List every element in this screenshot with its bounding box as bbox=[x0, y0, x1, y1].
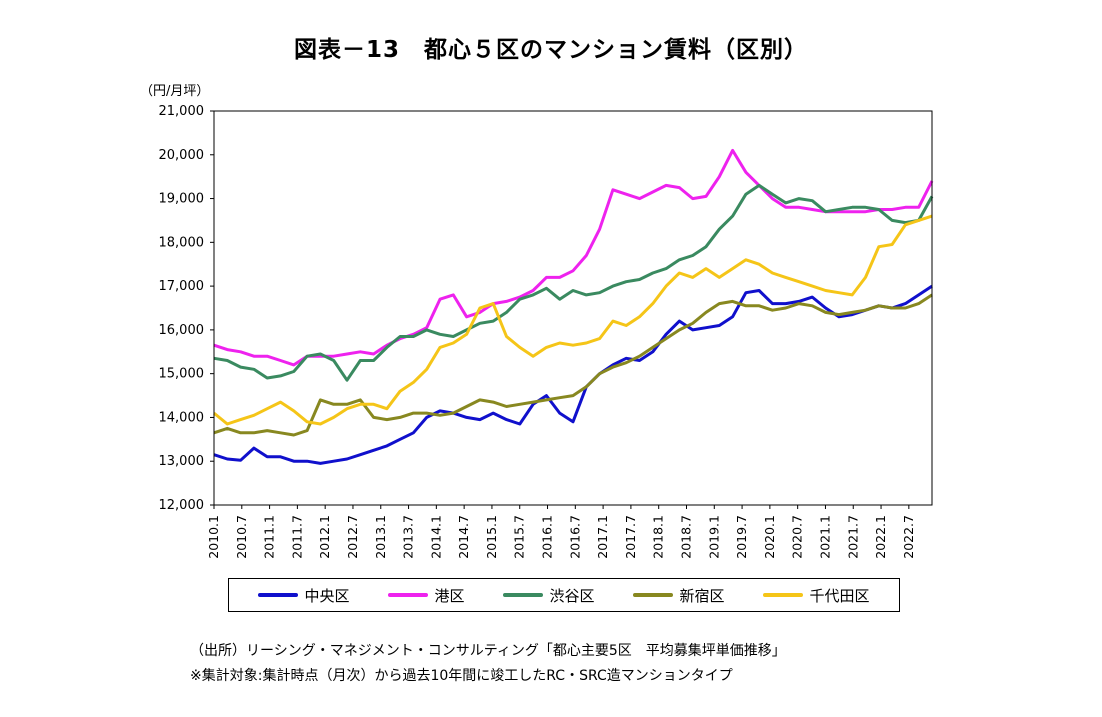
x-tick-label: 2018.1 bbox=[651, 515, 666, 559]
y-axis-unit-label: （円/月坪） bbox=[140, 84, 210, 99]
x-tick-label: 2014.7 bbox=[456, 515, 471, 559]
scope-note: ※集計対象:集計時点（月次）から過去10年間に竣工したRC・SRC造マンションタ… bbox=[190, 668, 733, 684]
y-tick-label: 14,000 bbox=[159, 410, 205, 425]
legend-label-shibuya: 渋谷区 bbox=[549, 586, 595, 605]
y-tick-label: 19,000 bbox=[159, 192, 205, 207]
legend-swatch-shinjuku bbox=[633, 593, 674, 597]
x-tick-label: 2019.1 bbox=[706, 515, 721, 559]
y-tick-label: 21,000 bbox=[159, 104, 205, 119]
legend-item-chiyoda: 千代田区 bbox=[763, 585, 870, 606]
x-tick-label: 2013.7 bbox=[401, 515, 416, 559]
y-axis-ticks: 12,000 13,000 14,000 15,000 16,000 17,000 18,0… bbox=[159, 104, 214, 513]
y-tick-label: 17,000 bbox=[159, 279, 205, 294]
x-tick-label: 2014.1 bbox=[428, 515, 443, 559]
legend-item-minato: 港区 bbox=[388, 585, 465, 606]
series-line-minato bbox=[213, 148, 934, 367]
x-tick-label: 2021.7 bbox=[845, 515, 860, 559]
x-tick-label: 2022.1 bbox=[873, 515, 888, 559]
legend-swatch-chiyoda bbox=[763, 593, 804, 597]
series-line-chiyoda bbox=[213, 214, 933, 426]
x-tick-label: 2010.7 bbox=[234, 515, 249, 559]
x-tick-label: 2019.7 bbox=[734, 515, 749, 559]
y-tick-label: 16,000 bbox=[159, 323, 205, 338]
x-tick-label: 2021.1 bbox=[817, 515, 832, 559]
legend-swatch-shibuya bbox=[503, 593, 544, 597]
series-line-chuo bbox=[213, 284, 933, 465]
y-tick-label: 18,000 bbox=[159, 235, 205, 250]
source-note: （出所）リーシング・マネジメント・コンサルティング「都心主要5区 平均募集坪単価… bbox=[190, 643, 786, 659]
y-tick-label: 13,000 bbox=[159, 454, 205, 469]
y-tick-label: 20,000 bbox=[159, 148, 205, 163]
x-tick-label: 2020.1 bbox=[762, 515, 777, 559]
x-tick-label: 2016.1 bbox=[540, 515, 555, 559]
x-tick-label: 2020.7 bbox=[790, 515, 805, 559]
x-tick-label: 2015.1 bbox=[484, 515, 499, 559]
x-tick-label: 2013.1 bbox=[373, 515, 388, 559]
x-tick-label: 2018.7 bbox=[678, 515, 693, 559]
y-tick-label: 15,000 bbox=[159, 367, 205, 382]
plot-frame bbox=[213, 110, 933, 506]
x-tick-label: 2016.7 bbox=[567, 515, 582, 559]
x-tick-label: 2015.7 bbox=[512, 515, 527, 559]
x-tick-label: 2017.7 bbox=[623, 515, 638, 559]
x-axis-ticks: 2010.1 2010.7 2011.1 2011.7 2012.1 2012.7 2013… bbox=[206, 505, 916, 559]
x-tick-label: 2011.7 bbox=[289, 515, 304, 559]
x-tick-label: 2012.1 bbox=[317, 515, 332, 559]
x-tick-label: 2010.1 bbox=[206, 515, 221, 559]
x-tick-label: 2017.1 bbox=[595, 515, 610, 559]
chart-title: 図表－13 都心５区のマンション賃料（区別） bbox=[293, 37, 808, 63]
legend-item-shibuya: 渋谷区 bbox=[503, 585, 595, 606]
legend-item-shinjuku: 新宿区 bbox=[633, 585, 725, 606]
x-tick-label: 2012.7 bbox=[345, 515, 360, 559]
y-tick-label: 12,000 bbox=[159, 498, 205, 513]
legend: 中央区 港区 渋谷区 新宿区 千代田区 bbox=[228, 578, 900, 612]
legend-swatch-chuo bbox=[258, 593, 299, 597]
x-tick-label: 2022.7 bbox=[901, 515, 916, 559]
legend-label-chiyoda: 千代田区 bbox=[809, 586, 870, 605]
series-lines bbox=[213, 148, 934, 465]
series-line-shibuya bbox=[213, 183, 934, 382]
x-tick-label: 2011.1 bbox=[262, 515, 277, 559]
legend-label-chuo: 中央区 bbox=[304, 586, 350, 605]
legend-label-shinjuku: 新宿区 bbox=[679, 586, 725, 605]
legend-swatch-minato bbox=[388, 593, 429, 597]
legend-item-chuo: 中央区 bbox=[258, 585, 350, 606]
legend-label-minato: 港区 bbox=[434, 586, 465, 605]
series-line-shinjuku bbox=[213, 293, 933, 437]
